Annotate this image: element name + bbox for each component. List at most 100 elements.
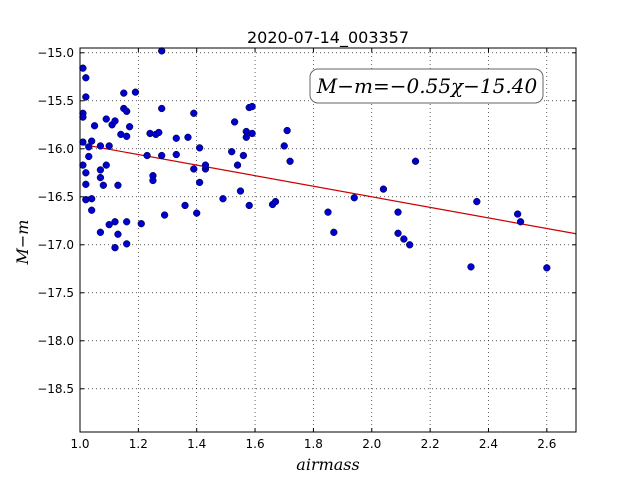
data-point	[114, 230, 122, 238]
data-point	[394, 229, 402, 237]
x-tick-label: 1.2	[129, 437, 148, 451]
y-tick-labels: −15.0 −15.5 −16.0 −16.5 −17.0 −17.5 −18.0 −18.5	[37, 46, 74, 396]
y-axis-label: M−m	[13, 220, 32, 266]
data-point	[79, 138, 87, 146]
data-point	[236, 187, 245, 195]
x-tick-label: 1.8	[304, 437, 323, 451]
data-point	[201, 161, 210, 169]
data-point	[111, 117, 119, 125]
x-tick-label: 1.4	[187, 437, 206, 451]
data-point	[516, 218, 525, 226]
data-point	[193, 209, 201, 217]
data-point	[411, 157, 420, 165]
data-point	[79, 113, 87, 121]
data-point	[330, 228, 338, 236]
data-point	[190, 109, 198, 117]
data-point	[248, 102, 256, 111]
data-point	[96, 142, 105, 150]
data-point	[96, 173, 105, 182]
x-tick-label: 1.0	[70, 437, 89, 451]
data-point	[82, 93, 90, 101]
data-point	[82, 169, 90, 177]
data-point	[90, 122, 99, 130]
data-point	[123, 107, 131, 116]
data-point	[172, 134, 180, 142]
data-point	[172, 150, 180, 159]
data-point	[245, 201, 253, 210]
data-point	[394, 208, 402, 216]
x-tick-labels: 1.0 1.2 1.4 1.6 1.8 2.0 2.2 2.4 2.6	[70, 437, 556, 451]
y-tick-label: −17.0	[37, 238, 74, 252]
data-point	[155, 128, 163, 137]
fit-equation: M−m=−0.55χ−15.40	[316, 74, 538, 98]
data-point	[111, 244, 119, 252]
data-point	[123, 132, 131, 140]
data-point	[111, 218, 119, 226]
data-point	[181, 201, 189, 210]
x-tick-label: 2.0	[362, 437, 381, 451]
data-point	[96, 228, 105, 236]
data-point	[350, 194, 358, 202]
data-point	[195, 178, 204, 187]
plot-frame	[79, 47, 577, 433]
y-tick-label: −15.0	[37, 46, 74, 60]
data-point	[379, 185, 388, 193]
chart-title: 2020-07-14_003357	[247, 28, 409, 48]
x-tick-label: 2.2	[421, 437, 440, 451]
data-points	[79, 47, 551, 272]
data-point	[283, 126, 291, 135]
data-point	[105, 220, 113, 229]
x-tick-label: 1.6	[246, 437, 265, 451]
data-point	[85, 143, 93, 151]
y-tick-label: −15.5	[37, 94, 74, 108]
data-point	[406, 241, 414, 249]
data-point	[143, 151, 151, 160]
data-point	[195, 144, 204, 152]
data-point	[160, 211, 169, 219]
axis-ticks	[79, 48, 576, 432]
data-point	[82, 180, 90, 188]
data-point	[88, 195, 96, 203]
y-tick-label: −18.0	[37, 334, 74, 348]
data-point	[543, 264, 551, 272]
data-point	[158, 104, 166, 113]
y-tick-label: −18.5	[37, 382, 74, 396]
data-point	[324, 208, 332, 216]
data-point	[123, 218, 131, 226]
data-point	[120, 89, 128, 97]
fit-equation-frame	[309, 68, 544, 104]
data-point	[190, 165, 198, 173]
data-point	[233, 161, 242, 169]
data-point	[473, 197, 481, 206]
data-point	[79, 64, 87, 72]
data-point	[239, 151, 248, 160]
data-point	[102, 115, 110, 123]
data-point	[79, 161, 87, 169]
data-point	[96, 166, 105, 174]
data-point	[99, 181, 107, 189]
data-point	[149, 176, 157, 185]
data-point	[280, 142, 288, 150]
data-point	[271, 197, 280, 206]
data-point	[123, 240, 131, 248]
data-point	[85, 152, 93, 161]
data-point	[125, 123, 134, 131]
x-axis-label: airmass	[296, 455, 359, 474]
y-tick-label: −16.5	[37, 190, 74, 204]
data-point	[158, 47, 166, 55]
fit-equation-box: M−m=−0.55χ−15.40	[309, 68, 544, 104]
data-point	[513, 210, 522, 218]
data-point	[88, 206, 96, 214]
y-tick-label: −17.5	[37, 286, 74, 300]
data-point	[286, 157, 294, 165]
x-tick-label: 2.4	[479, 437, 498, 451]
data-point	[131, 88, 140, 96]
data-point	[88, 137, 96, 145]
data-point	[137, 220, 145, 228]
x-tick-label: 2.6	[537, 437, 556, 451]
data-point	[228, 148, 236, 156]
data-point	[219, 195, 227, 203]
y-tick-label: −16.0	[37, 142, 74, 156]
data-point	[230, 118, 239, 126]
